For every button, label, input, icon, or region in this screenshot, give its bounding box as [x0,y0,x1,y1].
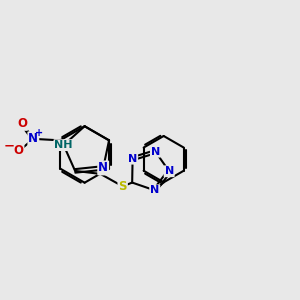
Text: −: − [4,139,15,152]
Text: N: N [28,132,38,146]
Text: O: O [17,117,27,130]
Text: N: N [151,147,160,157]
Text: N: N [98,161,108,175]
Text: +: + [35,128,43,138]
Text: N: N [150,185,159,195]
Text: NH: NH [54,140,73,150]
Text: S: S [118,180,127,193]
Text: O: O [14,144,23,157]
Text: N: N [128,154,137,164]
Text: N: N [164,166,174,176]
